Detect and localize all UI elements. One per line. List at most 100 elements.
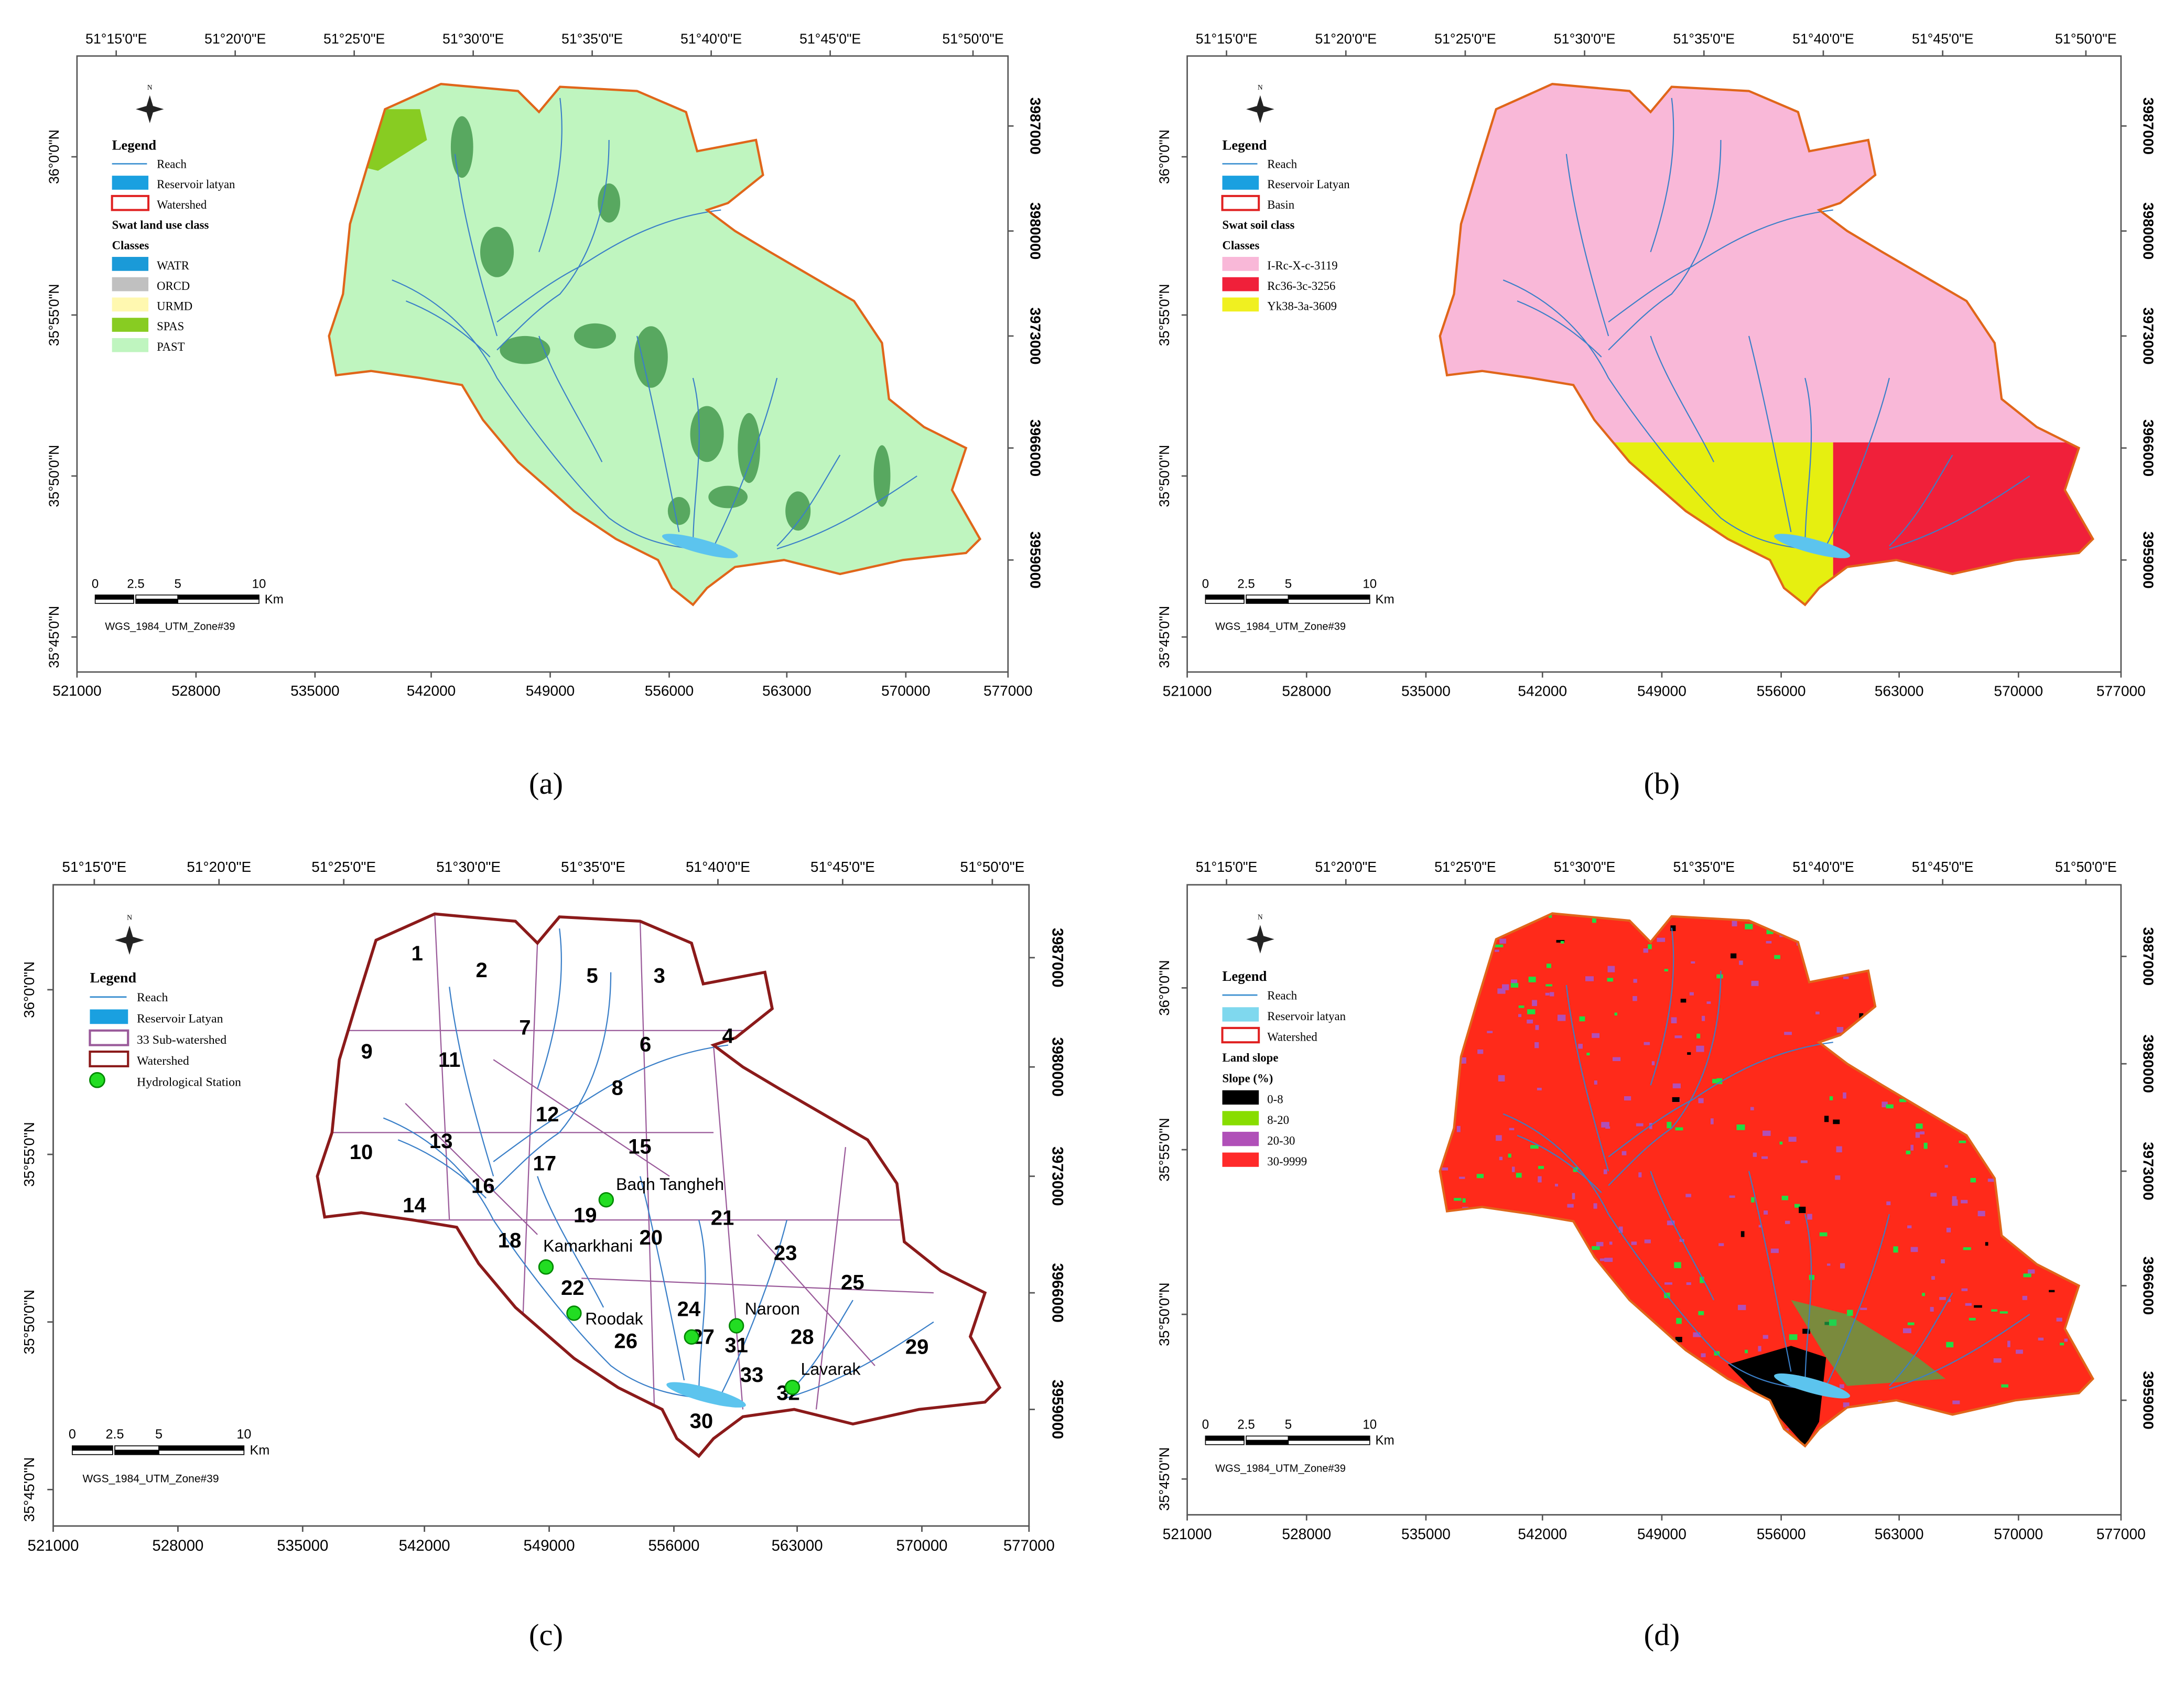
- northing-tick-label: 3987000: [2140, 98, 2157, 155]
- slope-speckle: [1644, 1239, 1651, 1243]
- projection-label: WGS_1984_UTM_Zone#39: [1215, 621, 1346, 633]
- legend-swatch: [112, 257, 149, 271]
- spas-patch: [366, 109, 427, 171]
- scale-bar-top: [94, 594, 134, 600]
- river: [496, 140, 610, 351]
- station-label: Kamarkhani: [543, 1236, 633, 1255]
- easting-tick-label: 577000: [2096, 1526, 2146, 1543]
- legend-label: Reach: [157, 157, 187, 170]
- watershed-outline: [328, 83, 982, 607]
- river: [1889, 455, 1953, 547]
- slope-speckle: [1886, 1201, 1891, 1205]
- slope-speckle: [1827, 1263, 1831, 1266]
- slope-speckle: [1624, 1096, 1631, 1101]
- subwatershed-number: 12: [536, 1103, 559, 1126]
- slope-speckle: [1605, 1126, 1610, 1129]
- easting-tick-label: 542000: [1518, 1526, 1567, 1543]
- northing-tick-label: 3966000: [2140, 1257, 2157, 1315]
- lon-tick-label: 51°45'0"E: [1912, 31, 1974, 47]
- scale-label: 2.5: [127, 577, 144, 591]
- slope-speckle: [1674, 1035, 1682, 1039]
- slope-speckle: [1946, 1227, 1951, 1232]
- lon-tick-label: 51°45'0"E: [799, 31, 861, 47]
- slope-speckle: [1555, 1184, 1558, 1187]
- easting-tick-label: 528000: [152, 1537, 203, 1554]
- slope-speckle: [1579, 1016, 1585, 1022]
- slope-speckle: [1716, 1078, 1723, 1085]
- slope-speckle: [1621, 1151, 1627, 1155]
- slope-speckle: [1923, 1142, 1928, 1149]
- subwatershed-number: 6: [640, 1033, 651, 1056]
- lon-tick-label: 51°50'0"E: [2055, 31, 2117, 47]
- northing-tick-label: 3973000: [2140, 1142, 2157, 1201]
- legend-heading: Classes: [1223, 239, 1260, 252]
- easting-tick-label: 542000: [399, 1537, 450, 1554]
- slope-speckle: [1860, 1307, 1867, 1310]
- legend-swatch: [90, 1009, 128, 1024]
- lat-tick-label: 36°0'0"N: [1156, 960, 1172, 1015]
- easting-tick-label: 521000: [27, 1537, 79, 1554]
- easting-tick-label: 563000: [762, 683, 812, 699]
- scale-bar-top: [1246, 594, 1289, 600]
- reservoir: [1774, 1373, 1851, 1399]
- station-label: Naroon: [745, 1300, 800, 1318]
- watershed-outline: [316, 912, 1002, 1458]
- legend-label: PAST: [157, 340, 185, 353]
- subwatershed-number: 33: [740, 1364, 764, 1387]
- slope-speckle: [1899, 1099, 1907, 1102]
- river: [1608, 209, 1833, 323]
- easting-tick-label: 528000: [1282, 1526, 1331, 1543]
- legend-swatch: [1222, 257, 1259, 271]
- slope-speckle: [1693, 1334, 1701, 1337]
- slope-speckle: [1843, 1402, 1850, 1408]
- slope-speckle: [1702, 1015, 1705, 1021]
- scale-bar-top: [135, 594, 178, 600]
- slope-speckle: [1922, 1293, 1925, 1296]
- easting-tick-label: 563000: [1875, 1526, 1924, 1543]
- slope-speckle: [1511, 979, 1518, 983]
- slope-speckle: [1763, 1335, 1768, 1339]
- slope-speckle: [1836, 1026, 1844, 1033]
- river: [449, 987, 494, 1177]
- slope-speckle: [1495, 949, 1499, 952]
- easting-tick-label: 549000: [1637, 1526, 1686, 1543]
- lon-tick-label: 51°50'0"E: [2055, 859, 2117, 875]
- panel-label: (b): [1644, 766, 1680, 801]
- subwatershed-boundary: [815, 1147, 847, 1410]
- easting-tick-label: 542000: [407, 683, 456, 699]
- forest-patch: [598, 183, 621, 223]
- slope-speckle: [1560, 940, 1564, 944]
- slope-speckle: [1594, 1080, 1597, 1085]
- lon-tick-label: 51°50'0"E: [960, 859, 1024, 875]
- slope-speckle: [1886, 1104, 1894, 1109]
- subwatershed-number: 29: [905, 1335, 929, 1358]
- river: [1608, 140, 1722, 351]
- green-area: [1791, 1300, 1946, 1386]
- river: [1502, 1113, 1805, 1390]
- river: [698, 1219, 706, 1398]
- slope-speckle: [1946, 1342, 1954, 1348]
- scale-bar-top: [72, 1445, 113, 1451]
- lon-tick-label: 51°35'0"E: [561, 31, 623, 47]
- scale-unit: Km: [1376, 1433, 1394, 1447]
- lon-tick-label: 51°40'0"E: [1792, 31, 1854, 47]
- legend-swatch: [112, 338, 149, 352]
- lon-tick-label: 51°30'0"E: [436, 859, 501, 875]
- lon-tick-label: 51°15'0"E: [1196, 31, 1258, 47]
- easting-tick-label: 535000: [1401, 1526, 1451, 1543]
- scale-label: 2.5: [1237, 577, 1255, 591]
- slope-speckle: [1931, 1276, 1935, 1280]
- river: [1565, 985, 1609, 1172]
- lat-tick-label: 36°0'0"N: [1156, 129, 1172, 184]
- forest-patch: [690, 406, 724, 462]
- river: [720, 1219, 788, 1396]
- easting-tick-label: 528000: [171, 683, 221, 699]
- subwatershed-number: 30: [690, 1410, 713, 1433]
- subwatershed-number: 11: [438, 1048, 460, 1072]
- river: [406, 300, 491, 358]
- scale-bar-top: [1246, 1435, 1289, 1441]
- slope-speckle: [1664, 969, 1668, 971]
- subwatershed-number: 1: [412, 942, 423, 965]
- slope-speckle: [1459, 1176, 1465, 1179]
- slope-speckle: [1819, 1232, 1828, 1237]
